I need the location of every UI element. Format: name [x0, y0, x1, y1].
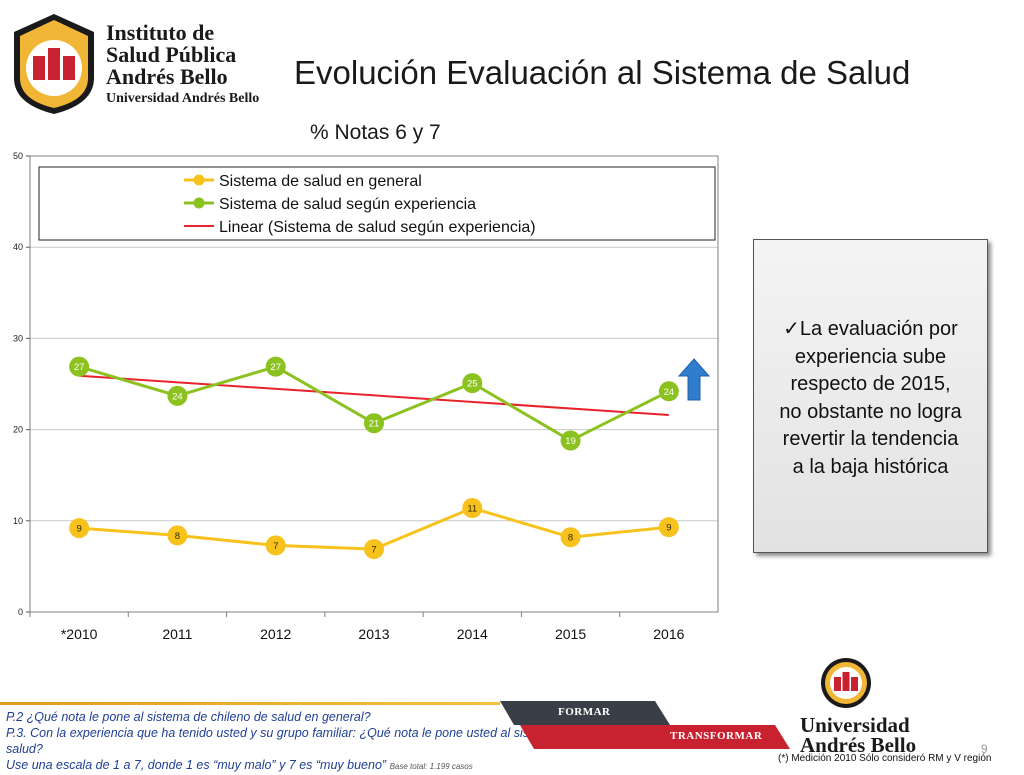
insight-note-line: a la baja histórica: [792, 455, 949, 478]
survey-questions: P.2 ¿Qué nota le pone al sistema de chil…: [6, 709, 606, 775]
transformar-label: TRANSFORMAR: [670, 730, 763, 742]
base-note: Base total: 1.199 casos: [389, 762, 473, 771]
x-tick-label: 2014: [457, 626, 488, 642]
page-title: Evolución Evaluación al Sistema de Salud: [294, 54, 911, 91]
data-label: 7: [273, 541, 278, 552]
data-point: [265, 535, 286, 556]
y-tick-label: 30: [13, 333, 23, 343]
trendline: [79, 374, 669, 417]
legend-swatch-marker: [193, 174, 205, 186]
transformar-band: TRANSFORMAR: [520, 725, 790, 749]
data-point: [658, 381, 679, 402]
axes: 0 10 20 30 40 50 *2010 2011 2012 2013 2014 2015 2016: [13, 151, 719, 642]
data-label: 9: [666, 523, 671, 534]
data-labels: 9 8 7 7 11 8 9 27 24 27 21 25 19 24: [74, 362, 674, 555]
data-label: 8: [568, 533, 573, 544]
y-tick-label: 40: [13, 242, 23, 252]
x-tick-label: 2016: [653, 626, 684, 642]
data-point: [658, 517, 679, 538]
trendline-layer: [79, 374, 669, 417]
institute-name-line-3: Andrés Bello: [106, 64, 228, 89]
scale-note: Use una escala de 1 a 7, donde 1 es “muy…: [6, 758, 387, 772]
data-label: 24: [664, 387, 675, 398]
institute-logo-icon: [14, 14, 94, 114]
data-point: [364, 539, 384, 560]
data-label: 27: [270, 362, 281, 373]
x-tick-label: *2010: [61, 626, 98, 642]
data-point: [69, 518, 90, 539]
institute-university-line: Universidad Andrés Bello: [106, 91, 260, 106]
up-arrow-icon: [678, 358, 710, 401]
data-label: 11: [467, 504, 477, 515]
data-point: [560, 430, 581, 451]
data-point: [462, 498, 483, 519]
insight-note-line: no obstante no logra: [779, 400, 962, 423]
x-tick-label: 2013: [358, 626, 389, 642]
formar-band: FORMAR: [500, 701, 670, 725]
page-number: 9: [981, 742, 988, 756]
insight-note-line: ✓La evaluación por: [783, 318, 958, 340]
question-line: salud?: [6, 742, 43, 756]
formar-label: FORMAR: [558, 706, 611, 718]
university-name-line-2: Andrés Bello: [800, 733, 917, 757]
data-label: 9: [76, 524, 81, 535]
footnote: (*) Medición 2010 Sólo consideró RM y V …: [778, 753, 992, 764]
chart-subtitle: % Notas 6 y 7: [310, 121, 441, 144]
data-label: 27: [74, 362, 85, 373]
y-tick-label: 20: [13, 425, 23, 435]
legend-label: Sistema de salud en general: [219, 173, 422, 190]
chart-legend: Sistema de salud en general Sistema de sa…: [38, 166, 716, 241]
plot-frame: [29, 155, 719, 613]
data-point: [69, 356, 90, 377]
data-label: 25: [467, 379, 478, 390]
university-name-line-1: Universidad: [800, 713, 910, 737]
institute-name-line-1: Instituto de: [106, 20, 215, 45]
y-tick-label: 50: [13, 151, 23, 161]
insight-note-line: revertir la tendencia: [782, 428, 959, 450]
line-chart: 0 10 20 30 40 50 *2010 2011 2012 2013 2014 2015 2016…: [13, 151, 719, 642]
insight-note-text: ✓La evaluación por experiencia sube resp…: [754, 316, 987, 481]
x-tick-label: 2011: [162, 626, 192, 642]
data-label: 24: [172, 391, 183, 402]
insight-note-box: ✓La evaluación por experiencia sube resp…: [753, 239, 988, 553]
insight-note-line: respecto de 2015,: [790, 373, 951, 395]
legend-label: Linear (Sistema de salud según experienc…: [219, 219, 536, 236]
data-point: [560, 527, 581, 548]
question-line: P.2 ¿Qué nota le pone al sistema de chil…: [6, 710, 371, 724]
y-tick-label: 0: [18, 607, 23, 617]
data-point: [364, 413, 384, 434]
data-label: 8: [175, 531, 180, 542]
footer-divider: [0, 702, 500, 705]
question-line: Use una escala de 1 a 7, donde 1 es “muy…: [6, 757, 606, 775]
data-point: [265, 356, 286, 377]
data-point: [462, 373, 483, 394]
x-tick-label: 2012: [260, 626, 291, 642]
insight-note-line: experiencia sube: [794, 345, 947, 368]
data-label: 19: [565, 436, 576, 447]
data-label: 21: [369, 419, 380, 430]
institute-name-line-2: Salud Pública: [106, 42, 237, 67]
question-line: P.3. Con la experiencia que ha tenido us…: [6, 726, 575, 740]
data-label: 7: [371, 545, 376, 556]
data-point: [167, 385, 188, 406]
y-tick-label: 10: [13, 516, 23, 526]
legend-swatch-marker: [193, 197, 205, 209]
series-layer: [69, 356, 679, 560]
x-tick-label: 2015: [555, 626, 586, 642]
legend-box: [38, 166, 716, 241]
university-crest-icon: [821, 658, 871, 708]
legend-label: Sistema de salud según experiencia: [219, 196, 476, 213]
data-point: [167, 525, 188, 546]
